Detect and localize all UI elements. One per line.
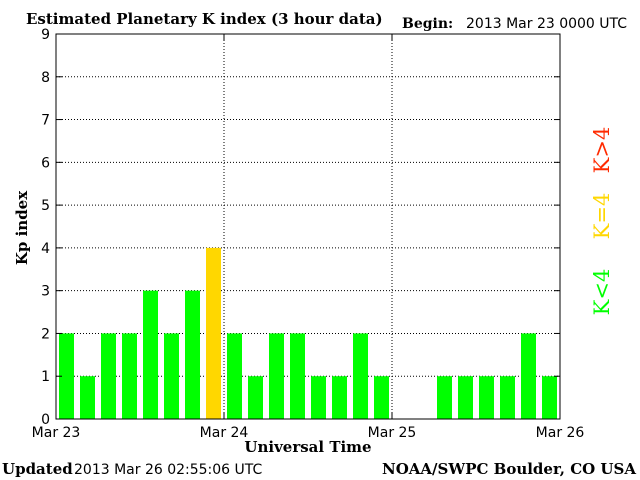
bar-18 (437, 376, 452, 419)
x-tick-label-2: Mar 25 (368, 425, 417, 441)
begin-label: Begin: (402, 16, 453, 32)
bar-22 (521, 333, 536, 419)
y-tick-label-1: 1 (41, 369, 50, 385)
updated-label: Updated (2, 460, 73, 478)
y-axis-ticks: 0 1 2 3 4 5 6 7 8 9 (41, 27, 560, 428)
y-tick-label-8: 8 (41, 70, 50, 86)
y-tick-label-4: 4 (41, 241, 50, 257)
bar-6 (185, 290, 200, 419)
bar-9 (248, 376, 263, 419)
y-tick-label-9: 9 (41, 27, 50, 43)
bar-series (59, 247, 557, 419)
plot-frame (55, 33, 561, 420)
bar-14 (353, 333, 368, 419)
source-credit: NOAA/SWPC Boulder, CO USA (382, 460, 636, 478)
chart-title: Estimated Planetary K index (3 hour data… (26, 10, 383, 28)
grid-lines (56, 34, 560, 419)
bar-11 (290, 333, 305, 419)
bar-7 (206, 247, 221, 419)
y-tick-label-7: 7 (41, 113, 50, 129)
bar-21 (500, 376, 515, 419)
bar-2 (101, 333, 116, 419)
legend-low: K<4 (590, 269, 614, 316)
plot-background (56, 34, 560, 419)
bar-4 (143, 290, 158, 419)
y-axis-label: Kp index (13, 190, 31, 265)
plot-area (56, 34, 560, 419)
bar-20 (479, 376, 494, 419)
bar-1 (80, 376, 95, 419)
updated-value: 2013 Mar 26 02:55:06 UTC (74, 462, 263, 478)
bar-3 (122, 333, 137, 419)
legend-high: K>4 (590, 127, 614, 174)
bar-23 (542, 376, 557, 419)
y-tick-label-6: 6 (41, 155, 50, 171)
y-tick-label-3: 3 (41, 284, 50, 300)
bar-13 (332, 376, 347, 419)
bar-0 (59, 333, 74, 419)
legend-mid: K=4 (590, 193, 614, 240)
x-axis-label: Universal Time (244, 438, 371, 456)
bar-15 (374, 376, 389, 419)
x-tick-label-1: Mar 24 (200, 425, 249, 441)
bar-12 (311, 376, 326, 419)
x-axis-ticks: Mar 23 Mar 24 Mar 25 Mar 26 (32, 34, 585, 441)
bar-5 (164, 333, 179, 419)
x-tick-label-3: Mar 26 (536, 425, 585, 441)
bar-8 (227, 333, 242, 419)
y-tick-label-0: 0 (41, 412, 50, 428)
bar-19 (458, 376, 473, 419)
begin-value: 2013 Mar 23 0000 UTC (466, 16, 627, 32)
plot-border (55, 33, 561, 420)
bar-10 (269, 333, 284, 419)
x-tick-label-0: Mar 23 (32, 425, 81, 441)
y-tick-label-2: 2 (41, 326, 50, 342)
y-tick-label-5: 5 (41, 198, 50, 214)
